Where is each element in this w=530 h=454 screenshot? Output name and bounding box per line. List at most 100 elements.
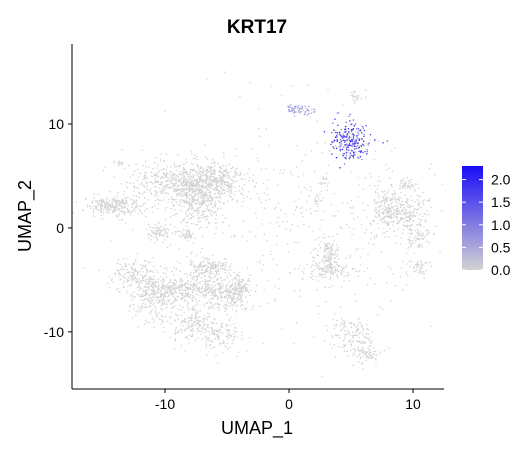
cell-point	[425, 234, 428, 237]
cell-point	[156, 239, 158, 241]
cell-point	[314, 198, 317, 200]
cell-point	[339, 134, 342, 136]
cell-point	[184, 289, 187, 292]
cell-point	[169, 303, 171, 305]
cell-point	[358, 361, 360, 363]
cell-point	[143, 266, 145, 268]
cell-point	[196, 158, 199, 161]
cell-point	[153, 242, 156, 244]
cell-point	[241, 299, 243, 301]
cell-point	[412, 210, 415, 212]
cell-point	[379, 208, 381, 211]
cell-point	[166, 172, 168, 174]
cell-point	[319, 193, 321, 196]
legend-tick-label: 0.5	[491, 239, 511, 255]
cell-point	[230, 196, 232, 198]
cell-point	[349, 349, 352, 351]
cell-point	[228, 176, 230, 178]
cell-point	[220, 171, 222, 174]
cell-point	[194, 289, 196, 292]
cell-point	[422, 238, 424, 240]
cell-point	[329, 260, 332, 263]
cell-point	[232, 293, 234, 296]
cell-point	[211, 291, 214, 294]
cell-point	[352, 348, 355, 350]
cell-point	[367, 347, 369, 349]
cell-point	[225, 304, 227, 306]
cell-point	[185, 201, 187, 203]
cell-point	[193, 287, 195, 290]
cell-point	[216, 296, 219, 298]
cell-point	[234, 331, 237, 333]
cell-point	[312, 275, 314, 277]
cell-point	[230, 179, 233, 181]
cell-point	[201, 290, 204, 293]
cell-point	[342, 135, 344, 138]
cell-point	[192, 216, 195, 218]
cell-point	[394, 147, 396, 149]
cell-point	[365, 324, 368, 326]
cell-point	[119, 275, 121, 278]
cell-point	[225, 329, 227, 331]
cell-point	[340, 271, 342, 274]
cell-point	[227, 190, 229, 193]
cell-point	[217, 329, 219, 332]
cell-point	[190, 180, 192, 183]
cell-point	[220, 179, 222, 181]
cell-point	[343, 266, 345, 269]
cell-point	[190, 259, 192, 262]
cell-point	[117, 205, 119, 207]
cell-point	[214, 267, 217, 269]
cell-point	[244, 296, 247, 298]
cell-point	[208, 340, 211, 342]
cell-point	[209, 333, 212, 336]
cell-point	[144, 265, 147, 268]
cell-point	[211, 305, 214, 307]
cell-point	[168, 298, 171, 300]
cell-point	[114, 209, 116, 212]
cell-point	[386, 140, 389, 142]
cell-point	[169, 279, 172, 281]
cell-point	[223, 201, 225, 204]
cell-point	[397, 198, 399, 201]
cell-point	[159, 190, 161, 193]
cell-point	[160, 153, 162, 155]
cell-point	[109, 204, 112, 206]
cell-point	[301, 159, 303, 162]
cell-point	[186, 294, 188, 296]
cell-point	[161, 293, 163, 296]
cell-point	[348, 154, 350, 156]
cell-point	[304, 154, 307, 156]
cell-point	[214, 293, 217, 295]
cell-point	[211, 284, 213, 286]
cell-point	[516, 217, 518, 219]
cell-point	[300, 191, 302, 193]
y-tick-label: -10	[44, 324, 64, 340]
cell-point	[378, 205, 380, 207]
cell-point	[187, 239, 190, 242]
cell-point	[348, 157, 351, 160]
cell-point	[333, 192, 335, 195]
cell-point	[189, 287, 191, 289]
cell-point	[422, 232, 425, 235]
cell-point	[373, 220, 375, 222]
cell-point	[238, 271, 241, 274]
cell-point	[416, 204, 419, 206]
cell-point	[229, 346, 231, 349]
cell-point	[370, 238, 372, 240]
cell-point	[350, 136, 352, 139]
cell-point	[133, 263, 135, 265]
cell-point	[182, 173, 184, 175]
cell-point	[171, 292, 173, 294]
cell-point	[316, 266, 318, 269]
cell-point	[360, 124, 362, 126]
cell-point	[126, 271, 128, 274]
cell-point	[175, 287, 177, 290]
cell-point	[145, 321, 148, 324]
cell-point	[333, 313, 336, 315]
cell-point	[409, 219, 411, 221]
cell-point	[360, 145, 363, 147]
cell-point	[177, 287, 179, 289]
cell-point	[206, 158, 208, 160]
cell-point	[341, 137, 343, 139]
